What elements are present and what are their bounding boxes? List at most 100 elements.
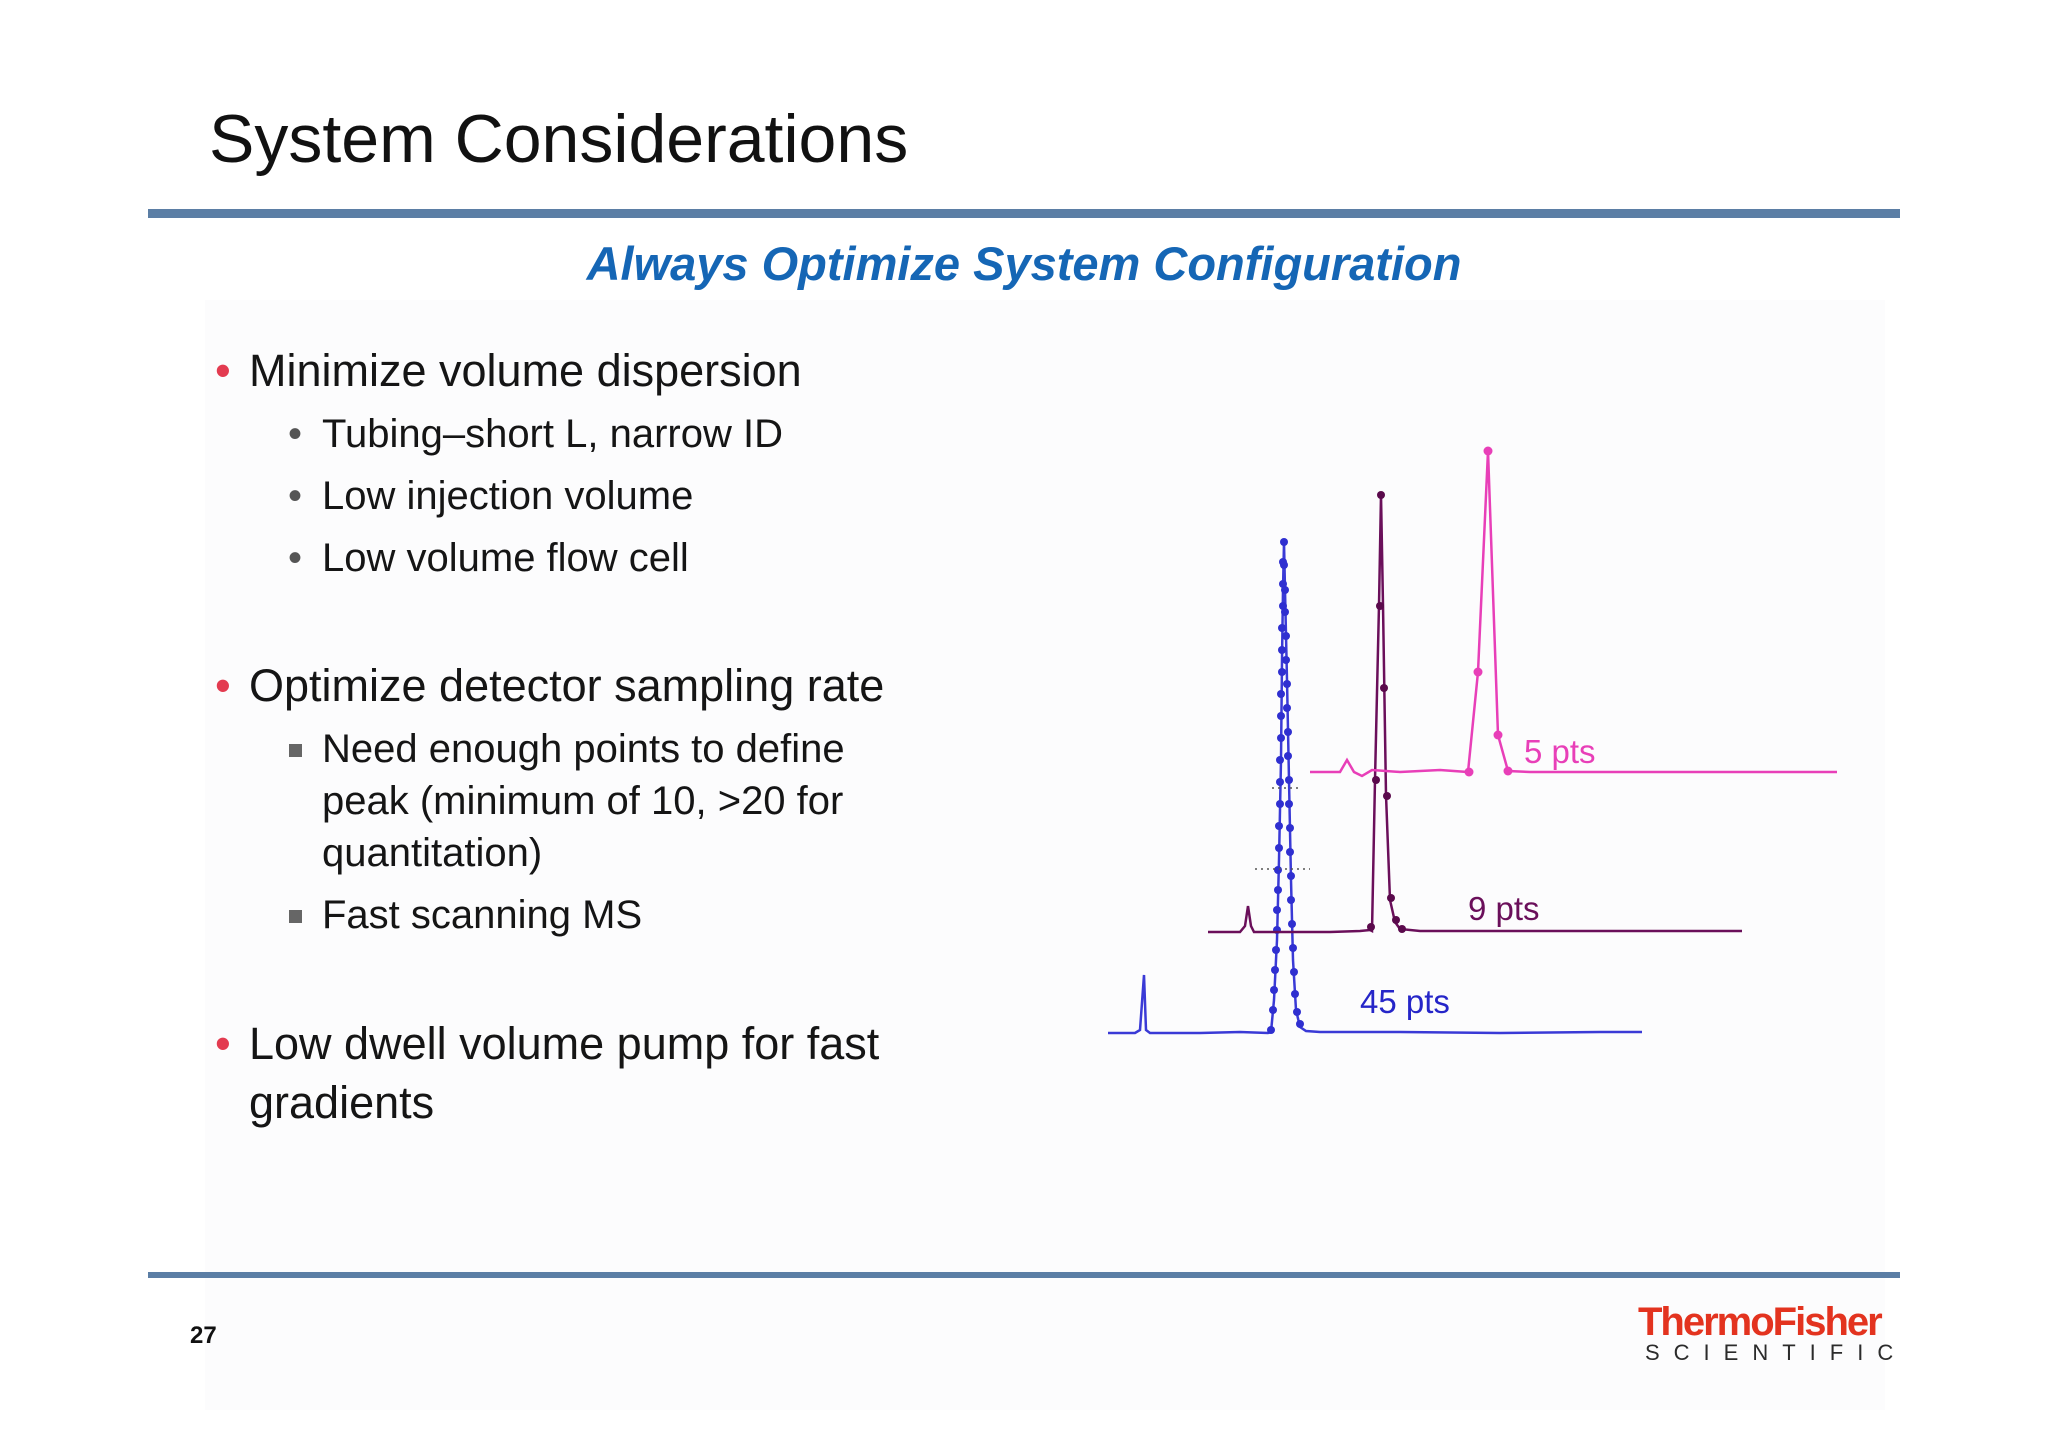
logo-subtext: SCIENTIFIC (1645, 1340, 1908, 1365)
bullet-text-line: Low dwell volume pump for fast (249, 1018, 880, 1069)
sub-bullet-enough-points-line3: quantitation) (322, 831, 542, 876)
sample-point (1284, 752, 1292, 760)
sample-point (1380, 684, 1388, 692)
square-bullet-icon (289, 910, 302, 923)
footer-divider (148, 1272, 1900, 1278)
sub-bullet-text-line: Need enough points to define (322, 727, 845, 771)
sample-point (1271, 966, 1279, 974)
sample-points-5 (1464, 446, 1513, 777)
page-number: 27 (190, 1322, 217, 1349)
slide-title: System Considerations (209, 101, 909, 177)
sub-bullet-text-line: quantitation) (322, 831, 543, 875)
sample-point (1274, 886, 1282, 894)
sample-point (1291, 990, 1299, 998)
sample-points-45 (1267, 538, 1304, 1034)
sample-point (1293, 1008, 1301, 1016)
sample-point (1284, 728, 1292, 736)
sample-point (1288, 920, 1296, 928)
bullet-dot-icon: • (215, 1018, 231, 1069)
sub-bullet-text: Fast scanning MS (322, 893, 643, 937)
sample-point (1493, 730, 1503, 740)
bullet-sampling-rate: • Optimize detector sampling rate (215, 660, 885, 712)
sample-point (1287, 872, 1295, 880)
bullet-minimize-dispersion: • Minimize volume dispersion (215, 345, 802, 397)
bullet-dwell-volume-line2: gradients (249, 1077, 434, 1129)
sample-point (1473, 667, 1483, 677)
sample-point (1277, 690, 1285, 698)
sample-point (1286, 848, 1294, 856)
bullet-text: Optimize detector sampling rate (249, 660, 885, 711)
chromatogram-45-pts: 45 pts (1108, 538, 1642, 1035)
sample-point (1278, 646, 1286, 654)
title-divider (148, 209, 1900, 218)
sample-point (1290, 968, 1298, 976)
sample-point (1398, 925, 1406, 933)
sample-point (1464, 767, 1474, 777)
sample-point (1273, 906, 1281, 914)
sub-bullet-enough-points-line2: peak (minimum of 10, >20 for (322, 779, 843, 824)
sample-point (1276, 756, 1284, 764)
sub-bullet-text: Low injection volume (322, 474, 694, 518)
label-45-pts: 45 pts (1360, 983, 1450, 1020)
sample-point (1274, 866, 1282, 874)
sub-bullet-dot-icon: • (288, 474, 303, 518)
sample-point (1282, 656, 1290, 664)
sample-point (1367, 923, 1375, 931)
sample-point (1280, 561, 1288, 569)
sample-point (1372, 776, 1380, 784)
sample-point (1392, 916, 1400, 924)
sub-bullet-text: Low volume flow cell (322, 536, 689, 580)
sample-point (1270, 986, 1278, 994)
bullet-text-line: gradients (249, 1077, 435, 1128)
bullet-text: Minimize volume dispersion (249, 345, 802, 396)
sub-bullet-enough-points: Need enough points to define (289, 727, 845, 772)
trace-5-pts (1310, 450, 1837, 778)
chromatogram-5-pts: 5 pts (1310, 446, 1837, 778)
sub-bullet-tubing: • Tubing–short L, narrow ID (288, 412, 783, 457)
sample-points-9 (1367, 491, 1406, 933)
sub-bullet-fast-ms: Fast scanning MS (289, 893, 643, 938)
sample-point (1296, 1020, 1304, 1028)
sample-point (1277, 712, 1285, 720)
sub-bullet-injection: • Low injection volume (288, 474, 694, 519)
sample-point (1289, 944, 1297, 952)
sample-point (1283, 680, 1291, 688)
sample-point (1283, 704, 1291, 712)
sample-point (1275, 822, 1283, 830)
content-panel (205, 300, 1885, 1410)
slide-subtitle: Always Optimize System Configuration (586, 237, 1462, 290)
sample-point (1281, 586, 1289, 594)
sample-point (1377, 491, 1385, 499)
sub-bullet-text-line: peak (minimum of 10, >20 for (322, 779, 844, 823)
square-bullet-icon (289, 744, 302, 757)
sample-point (1287, 896, 1295, 904)
sample-point (1285, 776, 1293, 784)
sample-point (1269, 1006, 1277, 1014)
bullet-dwell-volume: • Low dwell volume pump for fast (215, 1018, 880, 1070)
sample-point (1275, 844, 1283, 852)
bullet-dot-icon: • (215, 660, 231, 711)
label-5-pts: 5 pts (1524, 733, 1596, 770)
sample-point (1281, 608, 1289, 616)
sample-point (1483, 446, 1493, 456)
sub-bullet-dot-icon: • (288, 536, 303, 580)
bullet-dot-icon: • (215, 345, 231, 396)
sample-point (1376, 602, 1384, 610)
half-height-markers (1255, 787, 1310, 870)
sample-point (1277, 734, 1285, 742)
sample-point (1286, 824, 1294, 832)
sample-point (1278, 668, 1286, 676)
sub-bullet-flow-cell: • Low volume flow cell (288, 536, 689, 581)
sample-point (1383, 792, 1391, 800)
sub-bullet-text: Tubing–short L, narrow ID (322, 412, 783, 456)
sample-point (1278, 624, 1286, 632)
sub-bullet-dot-icon: • (288, 412, 303, 456)
logo-wordmark: ThermoFisher (1638, 1300, 1883, 1344)
chromatogram-9-pts: 9 pts (1208, 491, 1742, 934)
sample-point (1276, 800, 1284, 808)
sample-point (1272, 946, 1280, 954)
label-9-pts: 9 pts (1468, 890, 1540, 927)
sample-point (1280, 538, 1288, 546)
sample-point (1387, 894, 1395, 902)
trace-9-pts (1208, 494, 1742, 934)
